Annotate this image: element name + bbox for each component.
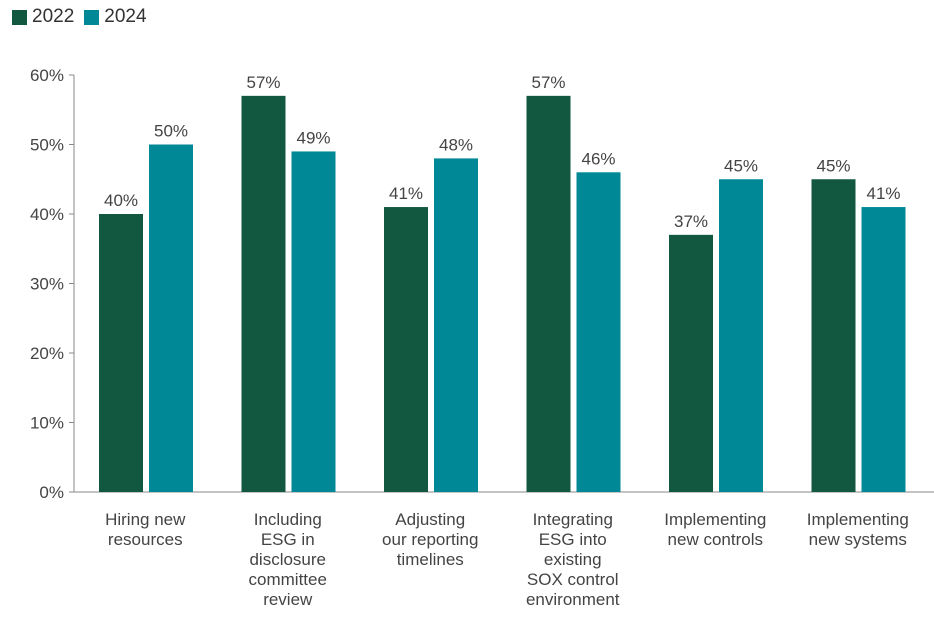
bar-value-label: 45% <box>816 156 850 175</box>
bar-2024-2 <box>434 158 478 492</box>
bar-value-label: 50% <box>154 122 188 141</box>
x-tick-label: Adjusting our reporting timelines <box>382 510 478 569</box>
y-tick-label: 10% <box>30 414 64 433</box>
bar-value-label: 57% <box>531 73 565 92</box>
x-tick-label: Implementing new controls <box>664 510 766 549</box>
y-tick-label: 60% <box>30 66 64 85</box>
y-tick-label: 50% <box>30 136 64 155</box>
bar-2022-2 <box>384 207 428 493</box>
bar-value-label: 48% <box>439 135 473 154</box>
bar-2022-0 <box>99 214 143 492</box>
x-tick-label: Integrating ESG into existing SOX control en… <box>526 510 620 609</box>
bar-value-label: 41% <box>389 184 423 203</box>
legend-item-2024: 2024 <box>84 6 147 28</box>
bar-2024-4 <box>719 179 763 492</box>
bar-2022-4 <box>669 234 713 492</box>
bar-value-labels: 40% 50% 57% 49% 41% 48% 57% 46% 37% 45% 45% 41% <box>104 73 901 231</box>
y-tick-label: 20% <box>30 344 64 363</box>
bar-2022-3 <box>526 95 571 492</box>
x-tick-label: Implementing new systems <box>807 510 909 549</box>
bar-value-label: 37% <box>674 212 708 231</box>
legend-item-2022: 2022 <box>12 6 74 28</box>
bar-2022-5 <box>811 179 856 492</box>
legend-swatch-2022 <box>12 9 27 25</box>
bars <box>99 95 906 493</box>
bar-value-label: 46% <box>581 149 615 168</box>
bar-value-label: 41% <box>866 184 900 203</box>
bar-2024-5 <box>861 207 906 493</box>
bar-2022-1 <box>241 95 286 492</box>
bar-value-label: 57% <box>246 73 280 92</box>
x-tick-label: Including ESG in disclosure committee review <box>249 510 327 609</box>
y-axis: 0% 10% 20% 30% 40% 50% 60% <box>30 66 75 502</box>
x-tick-label: Hiring new resources <box>105 510 186 549</box>
bar-2024-3 <box>576 172 621 493</box>
chart-legend: 2022 2024 <box>12 6 157 28</box>
x-tick-labels: Hiring new resources Including ESG in disclo… <box>105 510 909 609</box>
legend-swatch-2024 <box>84 9 100 25</box>
bar-value-label: 45% <box>724 156 758 175</box>
legend-label-2024: 2024 <box>104 6 147 27</box>
bar-value-label: 40% <box>104 191 138 210</box>
y-tick-label: 40% <box>30 205 64 224</box>
bar-value-label: 49% <box>296 128 330 147</box>
bar-2024-0 <box>149 144 193 492</box>
bar-2024-1 <box>291 151 336 492</box>
y-tick-label: 0% <box>39 483 64 502</box>
y-tick-label: 30% <box>30 275 64 294</box>
legend-label-2022: 2022 <box>32 6 75 27</box>
